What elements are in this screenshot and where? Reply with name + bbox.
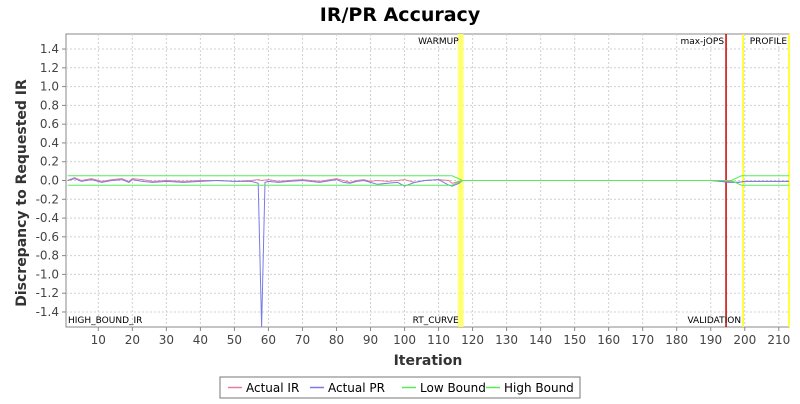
x-tick-label: 90	[363, 333, 378, 347]
y-tick-label: -1.4	[36, 305, 59, 319]
x-tick-label: 50	[227, 333, 242, 347]
x-tick-label: 60	[261, 333, 276, 347]
y-tick-label: 0.6	[40, 117, 59, 131]
marker-label: RT_CURVE	[413, 316, 459, 326]
x-tick-label: 160	[597, 333, 620, 347]
corner-label: HIGH_BOUND_IR	[68, 316, 142, 326]
x-tick-label: 70	[295, 333, 310, 347]
x-tick-label: 170	[631, 333, 654, 347]
chart-title: IR/PR Accuracy	[320, 4, 481, 26]
x-tick-label: 20	[125, 333, 140, 347]
x-tick-label: 100	[393, 333, 416, 347]
legend-label: Low Bound	[420, 381, 486, 395]
x-tick-label: 40	[193, 333, 208, 347]
y-tick-label: 1.0	[40, 80, 59, 94]
legend-box	[219, 376, 581, 399]
x-tick-label: 200	[733, 333, 756, 347]
x-tick-label: 80	[329, 333, 344, 347]
x-tick-label: 190	[699, 333, 722, 347]
marker-label: WARMUP	[418, 37, 459, 47]
marker-label: VALIDATION	[687, 316, 741, 326]
y-tick-label: 0.8	[40, 98, 59, 112]
y-tick-label: 0.4	[40, 136, 59, 150]
x-tick-label: 180	[665, 333, 688, 347]
y-tick-label: 1.2	[40, 61, 59, 75]
marker-label: max-jOPS	[680, 37, 724, 47]
y-tick-label: 0.0	[40, 174, 59, 188]
legend-label: High Bound	[504, 381, 574, 395]
x-tick-label: 150	[563, 333, 586, 347]
x-axis-label: Iteration	[394, 353, 463, 369]
x-tick-label: 140	[529, 333, 552, 347]
legend-label: Actual IR	[246, 381, 299, 395]
y-tick-label: -1.2	[36, 286, 59, 300]
marker-label: PROFILE	[750, 37, 788, 47]
y-tick-label: 0.2	[40, 155, 59, 169]
x-tick-label: 30	[159, 333, 174, 347]
y-tick-label: -0.2	[36, 192, 59, 206]
x-tick-label: 210	[767, 333, 790, 347]
y-tick-label: 1.4	[40, 42, 59, 56]
y-tick-label: -0.4	[36, 211, 59, 225]
legend-label: Actual PR	[328, 381, 385, 395]
y-tick-label: -0.8	[36, 249, 59, 263]
x-tick-label: 110	[427, 333, 450, 347]
y-tick-label: -0.6	[36, 230, 59, 244]
x-tick-label: 130	[495, 333, 518, 347]
series-high-bound-line	[67, 175, 789, 181]
x-tick-label: 10	[91, 333, 106, 347]
x-tick-label: 120	[461, 333, 484, 347]
legend: Actual IR Actual PR Low Bound High Bound	[219, 376, 581, 399]
plot-area: WARMUP RT_CURVE max-jOPS VALIDATION PROFILE H…	[36, 33, 790, 347]
y-tick-label: -1.0	[36, 267, 59, 281]
y-axis-label: Discrepancy to Requested IR	[14, 79, 30, 307]
